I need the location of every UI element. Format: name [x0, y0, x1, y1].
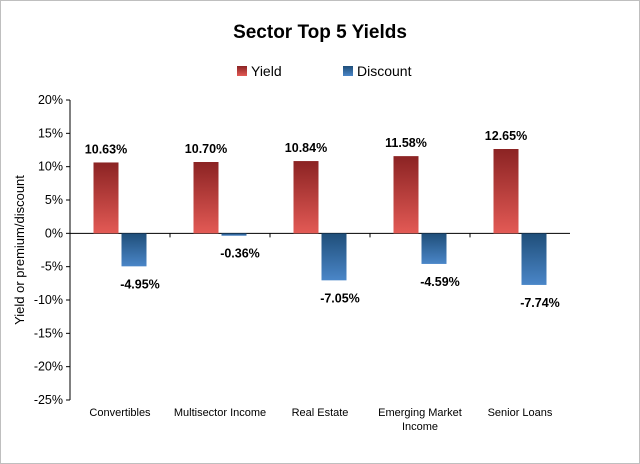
y-tick-label: 20%	[38, 93, 63, 107]
bar-yield	[93, 162, 119, 234]
x-category-label: Multisector Income	[174, 407, 266, 419]
y-tick-label: -5%	[41, 260, 63, 274]
bar-discount	[421, 233, 447, 264]
x-category-label: Convertibles	[89, 407, 151, 419]
bar-discount	[521, 233, 547, 285]
x-category-label: Emerging Market	[378, 407, 462, 419]
chart-title: Sector Top 5 Yields	[233, 22, 407, 43]
data-label-yield: 10.84%	[285, 141, 327, 155]
plot-area: 20% 15% 10% 5% 0% -5% -10% -15% -20% -25% 10.63% -4…	[34, 93, 570, 433]
bar-discount	[321, 233, 347, 281]
data-label-yield: 11.58%	[385, 136, 427, 150]
y-tick-label: 10%	[38, 160, 63, 174]
legend-swatch-discount	[343, 66, 353, 76]
y-tick-label: 15%	[38, 126, 63, 140]
data-label-discount: -4.95%	[120, 277, 160, 291]
data-label-yield: 12.65%	[485, 129, 527, 143]
y-tick-label: -20%	[34, 360, 63, 374]
legend-label-yield: Yield	[251, 63, 282, 79]
x-category-label: Senior Loans	[488, 407, 553, 419]
y-tick-label: -10%	[34, 293, 63, 307]
y-tick-label: 0%	[45, 226, 63, 240]
bar-discount	[121, 233, 147, 267]
legend-swatch-yield	[237, 66, 247, 76]
bar-yield	[393, 156, 419, 234]
x-category-label: Real Estate	[292, 407, 349, 419]
bar-yield	[193, 162, 219, 234]
bar-yield	[293, 161, 319, 234]
y-axis-title: Yield or premium/discount	[12, 175, 27, 325]
data-label-discount: -0.36%	[220, 247, 260, 261]
bar-yield	[493, 149, 519, 234]
y-tick-label: -25%	[34, 393, 63, 407]
data-label-yield: 10.63%	[85, 142, 127, 156]
y-tick-label: -15%	[34, 326, 63, 340]
legend-label-discount: Discount	[357, 63, 412, 79]
data-label-discount: -7.74%	[520, 296, 560, 310]
data-label-discount: -7.05%	[320, 291, 360, 305]
x-category-label: Income	[402, 421, 438, 433]
data-label-discount: -4.59%	[420, 275, 460, 289]
data-label-yield: 10.70%	[185, 142, 227, 156]
y-tick-label: 5%	[45, 193, 63, 207]
bar-discount	[221, 233, 247, 236]
